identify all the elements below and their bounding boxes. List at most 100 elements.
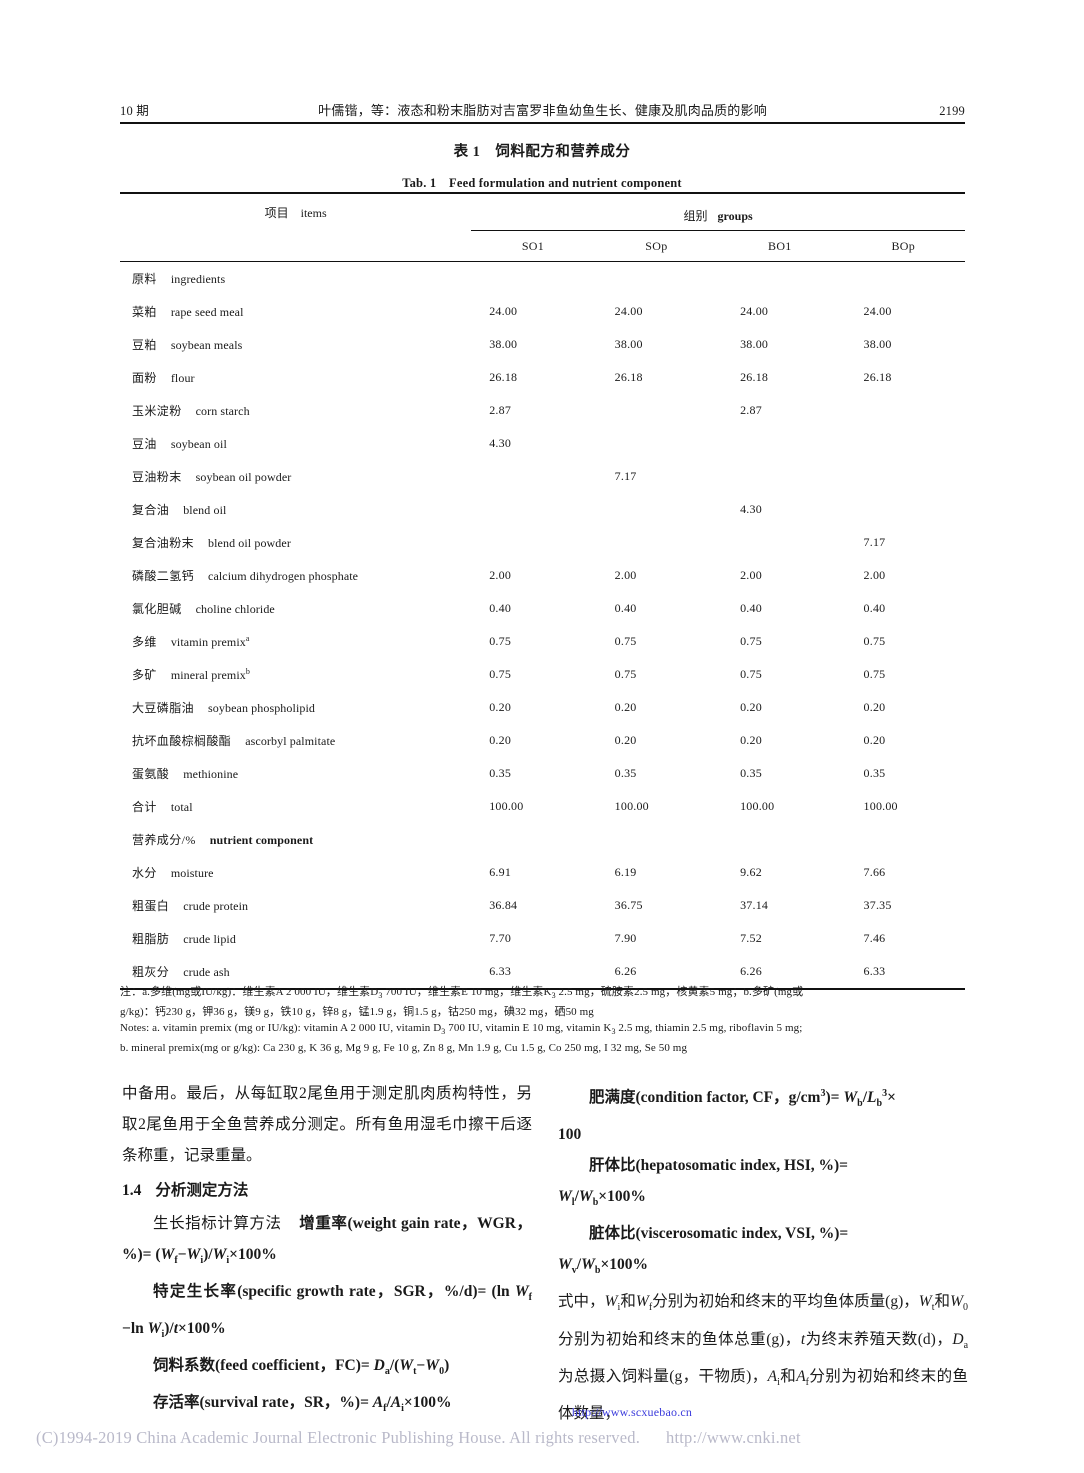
sym-af: A: [796, 1367, 806, 1385]
journal-url[interactable]: http://www.scxuebao.cn: [571, 1405, 693, 1419]
notes-cn-b: 700 IU，维生素E 10 mg，维生素K: [382, 986, 552, 998]
item-label-cn: 粗蛋白: [132, 899, 170, 913]
table-cell-value: 4.30: [489, 436, 512, 450]
item-label-en: choline chloride: [195, 602, 275, 616]
table-row: 粗灰分 crude ash 6.33 6.26 6.26 6.33: [120, 955, 965, 989]
item-label-en: rape seed meal: [170, 305, 244, 319]
table-cell-value: [471, 526, 594, 559]
page-number: 2199: [939, 104, 965, 118]
formula-hsi-expr-line: Wl/Wb×100%: [558, 1181, 968, 1218]
table-cell-value: 0.20: [614, 700, 637, 714]
table-cell-value: 2.87: [740, 403, 762, 417]
column-header-so1: SO1: [521, 238, 545, 253]
item-label-en: moisture: [170, 866, 214, 880]
item-label-cn: 粗脂肪: [132, 932, 170, 946]
table-cell-value: 0.75: [863, 667, 886, 681]
table-cell-value: 2.87: [489, 403, 512, 417]
table-cell-value: 0.40: [863, 601, 886, 615]
table-cell-value: 7.90: [614, 931, 637, 945]
formula-wgr-expr: (Wf−Wi)/Wi×100%: [151, 1246, 277, 1267]
table-cell-value: 0.20: [740, 733, 762, 747]
table-cell-value: 6.26: [614, 964, 637, 978]
table-cell-item: 复合油 blend oil: [120, 493, 471, 526]
formula-cf: 肥满度(condition factor, CF，g/cm3)= Wb/Lb3×: [558, 1078, 968, 1119]
item-label-cn: 菜粕: [132, 305, 157, 319]
table-cell-item: 面粉 flour: [120, 361, 471, 394]
formula-hsi-expr: Wl/Wb×100%: [558, 1188, 646, 1209]
table-row: 氯化胆碱 choline chloride 0.40 0.40 0.40 0.40: [120, 592, 965, 625]
table-cell-value: 24.00: [863, 304, 892, 318]
cnki-url[interactable]: http://www.cnki.net: [666, 1428, 801, 1447]
table-header-groups-row: 项目 items 组别 groups: [120, 194, 965, 230]
table-cell-item: 氯化胆碱 choline chloride: [120, 592, 471, 625]
table-cell-value: 36.75: [614, 898, 643, 912]
item-label-en: crude lipid: [183, 932, 236, 946]
item-label-en: mineral premix: [170, 668, 246, 682]
table-cell-value: 2.00: [863, 568, 886, 582]
table-cell-value: 6.33: [489, 964, 512, 978]
item-label-en: crude protein: [183, 899, 249, 913]
table-cell-value: 0.40: [614, 601, 637, 615]
table-row: 豆油粉末 soybean oil powder 7.17: [120, 460, 965, 493]
item-label-en: soybean oil: [170, 437, 227, 451]
footnote-marker: a: [245, 634, 250, 643]
table-cell-value: [842, 493, 965, 526]
symdef-3: 和: [934, 1293, 951, 1311]
paragraph-methods-continuation: 中备用。最后，从每缸取2尾鱼用于测定肌肉质构特性，另取2尾鱼用于全鱼营养成分测定…: [122, 1085, 532, 1164]
item-label-cn: 玉米淀粉: [132, 404, 182, 418]
notes-cn-c: 2.5 mg，硫胺素2.5 mg，核黄素5 mg；b.多矿(mg或: [555, 986, 804, 998]
table-cell-value: 0.75: [489, 667, 512, 681]
table-cell-value: 0.20: [740, 700, 762, 714]
item-label-en: nutrient component: [209, 833, 314, 847]
column-header-bop: BOp: [891, 238, 916, 253]
table-cell-value: [718, 262, 841, 295]
sym-wt: W: [918, 1293, 932, 1311]
formula-sr: 存活率(survival rate，SR，%)= Af/Ai×100%: [122, 1387, 532, 1424]
item-label-cn: 氯化胆碱: [132, 602, 182, 616]
table-cell-value: [718, 427, 841, 460]
table-cell-item: 营养成分/% nutrient component: [120, 823, 471, 856]
table-cell-value: 0.20: [863, 733, 886, 747]
item-label-en: blend oil powder: [208, 536, 291, 550]
footnote-marker: b: [245, 667, 250, 676]
formula-fc-label: 饲料系数(feed coefficient，FC)=: [153, 1357, 370, 1375]
table-cell-value: [842, 823, 965, 856]
table-cell-value: 0.40: [740, 601, 762, 615]
formula-sgr-expr: (ln Wf −ln Wi)/t×100%: [122, 1283, 532, 1341]
table-cell-value: [595, 526, 718, 559]
table-cell-value: [471, 262, 594, 295]
item-label-cn: 面粉: [132, 371, 157, 385]
item-label-en: crude ash: [183, 965, 230, 979]
item-label-en: blend oil: [183, 503, 227, 517]
table-cell-value: [471, 823, 594, 856]
table-row: 粗蛋白 crude protein 36.84 36.75 37.14 37.35: [120, 889, 965, 922]
item-label-cn: 蛋氨酸: [132, 767, 170, 781]
table-cell-value: 7.17: [614, 469, 637, 483]
formula-vsi-label: 脏体比(viscerosomatic index, VSI, %)=: [589, 1225, 849, 1243]
section-title: 分析测定方法: [155, 1182, 249, 1199]
table-cell-value: 24.00: [489, 304, 518, 318]
paragraph-symbol-definitions: 式中，Wi和Wf分别为初始和终末的平均鱼体质量(g)，Wt和W0分别为初始和终末…: [558, 1293, 969, 1422]
symdef-4: 分别为初始和终末的鱼体总重(g)，: [558, 1330, 801, 1348]
item-label-cn: 豆油粉末: [132, 470, 182, 484]
item-label-en: ascorbyl palmitate: [245, 734, 336, 748]
table-cell-value: 0.75: [614, 667, 637, 681]
table-cell-item: 水分 moisture: [120, 856, 471, 889]
table-cell-value: 2.00: [489, 568, 512, 582]
table-cell-value: 38.00: [740, 337, 769, 351]
table-cell-value: 2.00: [614, 568, 637, 582]
table-cell-value: 0.20: [489, 733, 512, 747]
table-row: 磷酸二氢钙 calcium dihydrogen phosphate 2.00 2.0…: [120, 559, 965, 592]
item-label-en: methionine: [183, 767, 239, 781]
formula-cf-expr: Wb/Lb3×: [843, 1088, 896, 1110]
item-label-en: corn starch: [195, 404, 250, 418]
table-cell-value: 0.20: [489, 700, 512, 714]
table-cell-value: 6.33: [863, 964, 886, 978]
table-cell-item: 合计 total: [120, 790, 471, 823]
notes-cn-line2: g/kg)：钙230 g，钾36 g，镁9 g，铁10 g，锌8 g，锰1.9 …: [120, 1006, 594, 1019]
table-cell-value: 6.91: [489, 865, 512, 879]
table-cell-value: 37.14: [740, 898, 769, 912]
table-cell-item: 蛋氨酸 methionine: [120, 757, 471, 790]
item-label-cn: 复合油粉末: [132, 536, 195, 550]
